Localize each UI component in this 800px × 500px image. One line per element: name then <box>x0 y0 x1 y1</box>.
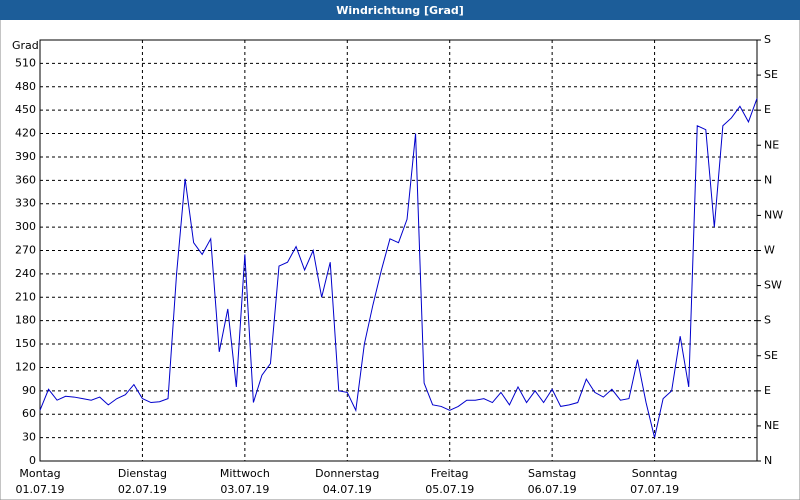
y-tick-label: 180 <box>15 314 36 327</box>
x-tick-date: 01.07.19 <box>16 483 65 496</box>
x-tick-label: Dienstag <box>118 467 167 480</box>
x-tick-label: Montag <box>19 467 60 480</box>
y-tick-label: 450 <box>15 103 36 116</box>
x-tick-date: 03.07.19 <box>220 483 269 496</box>
y2-tick-label: N <box>764 173 772 186</box>
chart-title: Windrichtung [Grad] <box>336 4 464 17</box>
x-tick-date: 06.07.19 <box>528 483 577 496</box>
y2-tick-label: SW <box>764 279 782 292</box>
y2-tick-label: S <box>764 314 771 327</box>
y-tick-label: 390 <box>15 150 36 163</box>
x-tick-label: Donnerstag <box>315 467 379 480</box>
y2-tick-label: NE <box>764 138 779 151</box>
y-tick-label: 150 <box>15 337 36 350</box>
y2-tick-label: E <box>764 384 771 397</box>
x-tick-label: Mittwoch <box>220 467 270 480</box>
y-tick-label: 120 <box>15 360 36 373</box>
y-tick-label: 360 <box>15 173 36 186</box>
y2-tick-label: N <box>764 454 772 467</box>
x-tick-label: Freitag <box>431 467 469 480</box>
y-tick-label: 420 <box>15 127 36 140</box>
y-tick-label: 60 <box>22 407 36 420</box>
y-tick-label: 330 <box>15 197 36 210</box>
y-tick-label: 210 <box>15 290 36 303</box>
y-tick-label: 90 <box>22 384 36 397</box>
data-line <box>39 98 758 438</box>
y2-tick-label: E <box>764 103 771 116</box>
y-axis-label: Grad <box>12 39 39 52</box>
y-tick-label: 510 <box>15 56 36 69</box>
y2-tick-label: NE <box>764 419 779 432</box>
y-tick-label: 480 <box>15 80 36 93</box>
y2-tick-label: S <box>764 33 771 46</box>
y-tick-label: 300 <box>15 220 36 233</box>
y-tick-label: 30 <box>22 431 36 444</box>
title-bar <box>0 0 800 20</box>
y2-tick-label: SE <box>764 349 778 362</box>
x-tick-label: Sonntag <box>632 467 678 480</box>
x-tick-label: Samstag <box>528 467 576 480</box>
x-tick-date: 05.07.19 <box>425 483 474 496</box>
x-tick-date: 04.07.19 <box>323 483 372 496</box>
y2-tick-label: W <box>764 244 775 257</box>
y-tick-label: 240 <box>15 267 36 280</box>
y-tick-label: 270 <box>15 244 36 257</box>
x-tick-date: 02.07.19 <box>118 483 167 496</box>
y2-tick-label: NW <box>764 208 783 221</box>
y-tick-label: 0 <box>29 454 36 467</box>
y2-tick-label: SE <box>764 68 778 81</box>
x-tick-date: 07.07.19 <box>630 483 679 496</box>
